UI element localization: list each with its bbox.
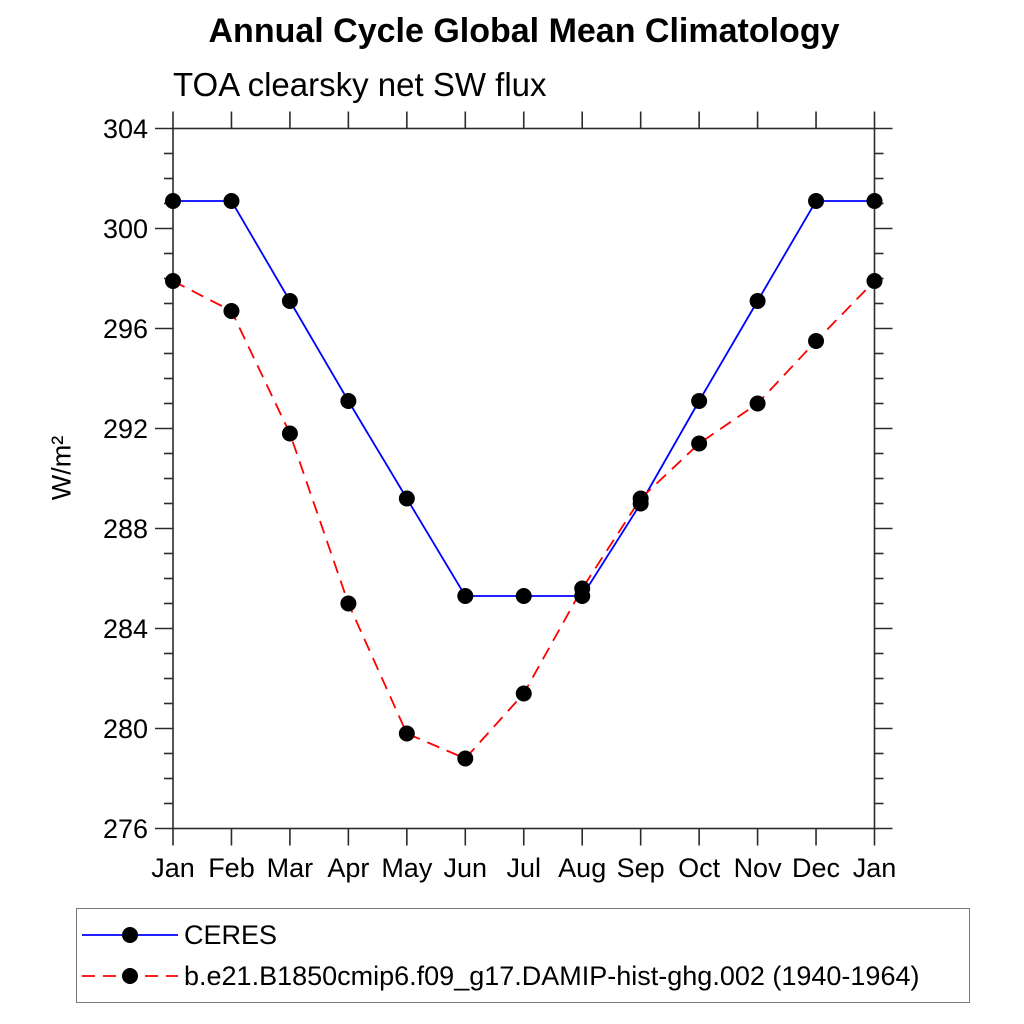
data-point-model (398, 725, 415, 742)
data-point-model (223, 303, 240, 319)
data-point-model (515, 685, 532, 702)
data-point-model (457, 750, 474, 767)
x-tick-label: May (381, 853, 433, 883)
x-tick-label: Apr (327, 853, 370, 883)
data-point-ceres (165, 193, 181, 209)
data-point-ceres (808, 193, 825, 209)
data-point-ceres (691, 393, 708, 409)
data-point-model (691, 435, 708, 452)
y-tick-label: 296 (102, 313, 148, 344)
data-point-model (749, 395, 766, 412)
legend-dot-marker-icon (122, 927, 138, 943)
legend-line-sample-ceres (82, 927, 178, 943)
data-point-model (281, 425, 298, 442)
legend-box: CERES b.e21.B1850cmip6.f09_g17.DAMIP-his… (76, 908, 970, 1003)
data-point-ceres (457, 588, 474, 604)
plot-frame (172, 127, 876, 830)
x-tick-label: Mar (266, 853, 314, 883)
y-tick-label: 300 (102, 213, 148, 244)
x-tick-label: Dec (792, 853, 841, 883)
data-point-model (808, 333, 825, 349)
chart-subtitle: TOA clearsky net SW flux (173, 66, 547, 103)
series-line-ceres (173, 200, 875, 597)
data-point-model (574, 580, 591, 597)
legend-label-model: b.e21.B1850cmip6.f09_g17.DAMIP-hist-ghg.… (184, 960, 920, 991)
chart-title: Annual Cycle Global Mean Climatology (208, 12, 840, 50)
data-point-ceres (223, 193, 240, 209)
data-point-ceres (340, 393, 357, 409)
x-tick-label: Aug (558, 853, 607, 883)
data-point-ceres (866, 193, 883, 209)
x-tick-label: Feb (208, 853, 255, 883)
y-tick-label: 280 (102, 713, 148, 744)
data-point-model (340, 595, 357, 612)
data-point-ceres (398, 490, 415, 507)
x-tick-label: Jul (506, 853, 541, 883)
y-tick-label: 292 (102, 413, 148, 444)
x-tick-label: Jan (151, 853, 195, 883)
data-point-ceres (515, 588, 532, 604)
legend-entry-ceres: CERES (81, 917, 277, 953)
data-point-model (165, 273, 181, 289)
legend-line-sample-model (82, 968, 178, 984)
x-tick-label: Jun (443, 853, 488, 883)
legend-dot-marker-icon (122, 968, 138, 984)
data-point-ceres (749, 293, 766, 309)
x-tick-label: Sep (616, 853, 665, 883)
x-tick-label: Nov (733, 853, 782, 883)
data-point-model (632, 490, 649, 507)
y-tick-label: 288 (102, 513, 148, 544)
data-point-ceres (281, 293, 298, 309)
legend-entry-model: b.e21.B1850cmip6.f09_g17.DAMIP-hist-ghg.… (81, 958, 919, 994)
legend-label-ceres: CERES (184, 919, 278, 950)
x-tick-label: Oct (678, 853, 721, 883)
x-tick-label: Jan (852, 853, 897, 883)
y-tick-label: 276 (102, 813, 148, 844)
y-tick-label: 304 (102, 113, 148, 144)
data-point-model (866, 273, 883, 289)
y-tick-label: 284 (102, 613, 148, 644)
